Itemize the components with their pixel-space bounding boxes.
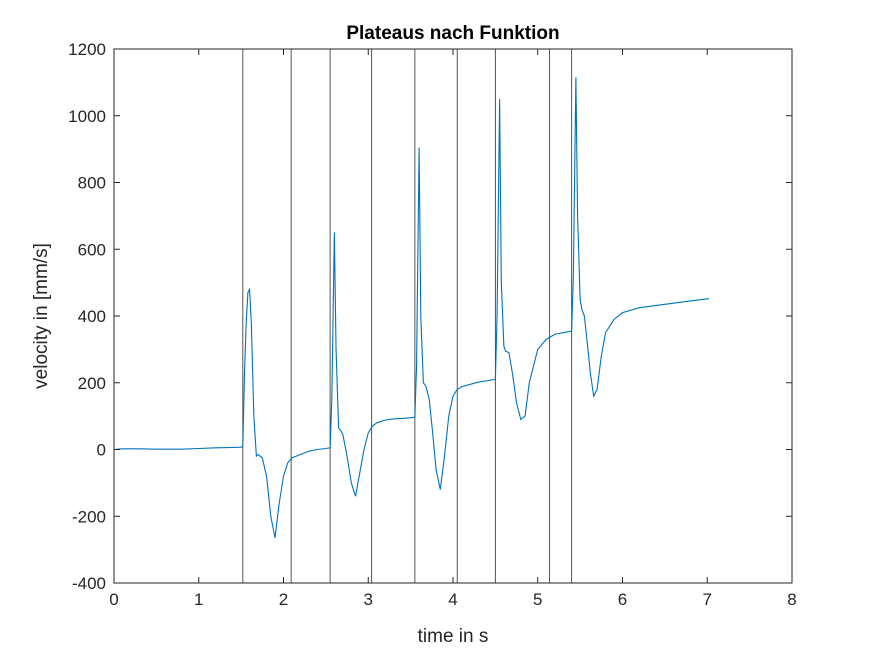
x-tick-label-4: 4 <box>448 590 457 609</box>
y-tick-label-5: 600 <box>78 240 106 259</box>
y-ticks: -400 -200 0 200 400 600 800 1000 1200 <box>68 40 792 593</box>
x-tick-label-1: 1 <box>194 590 203 609</box>
y-tick-label-6: 800 <box>78 174 106 193</box>
y-tick-label-2: 0 <box>97 441 106 460</box>
y-tick-label-7: 1000 <box>68 107 106 126</box>
x-ticks: 0 1 2 3 4 5 6 7 8 <box>109 49 797 609</box>
x-tick-label-6: 6 <box>618 590 627 609</box>
y-tick-label-4: 400 <box>78 307 106 326</box>
x-tick-label-2: 2 <box>279 590 288 609</box>
y-tick-label-0: -400 <box>72 574 106 593</box>
x-tick-label-0: 0 <box>109 590 118 609</box>
y-tick-label-8: 1200 <box>68 40 106 59</box>
x-tick-label-7: 7 <box>703 590 712 609</box>
y-tick-label-3: 200 <box>78 374 106 393</box>
x-tick-label-5: 5 <box>533 590 542 609</box>
series-line <box>113 77 710 539</box>
y-axis-label: velocity in [mm/s] <box>31 243 52 389</box>
x-tick-label-3: 3 <box>364 590 373 609</box>
x-axis-label: time in s <box>418 626 489 647</box>
chart-title: Plateaus nach Funktion <box>346 23 559 44</box>
x-tick-label-8: 8 <box>787 590 796 609</box>
plot-area <box>114 49 792 583</box>
y-tick-label-1: -200 <box>72 507 106 526</box>
